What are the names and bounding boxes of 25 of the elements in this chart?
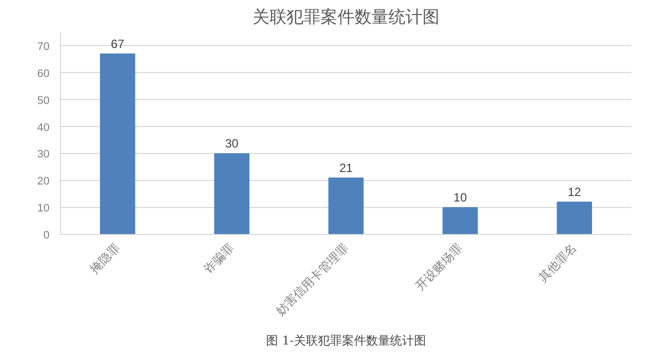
y-tick-label: 0 [43, 230, 50, 242]
data-label: 67 [110, 37, 125, 52]
bar [100, 54, 136, 234]
x-tick-label: 开设赌场罪 [412, 240, 466, 293]
bar [214, 153, 250, 234]
y-tick-label: 40 [37, 122, 50, 134]
bar [442, 207, 478, 234]
x-tick-label: 其他罪名 [536, 240, 580, 284]
y-tick-label: 70 [37, 40, 50, 53]
y-tick-label: 30 [37, 148, 50, 161]
x-tick-label: 掩隐罪 [87, 240, 123, 276]
y-tick-label: 10 [37, 202, 50, 215]
y-tick-label: 60 [37, 68, 50, 80]
y-tick-label: 50 [37, 94, 50, 107]
data-label: 10 [454, 190, 468, 205]
y-tick-label: 20 [37, 176, 50, 188]
bar [328, 177, 364, 234]
chart-title: 关联犯罪案件数量统计图 [252, 8, 440, 28]
bar [556, 202, 592, 234]
x-tick-label: 诈骗罪 [201, 240, 237, 276]
caption: 图 1-关联犯罪案件数量统计图 [266, 334, 426, 348]
data-label: 21 [339, 160, 353, 175]
x-tick-label: 妨害信用卡管理罪 [273, 240, 351, 318]
data-label: 30 [225, 136, 239, 151]
data-label: 12 [568, 185, 582, 200]
